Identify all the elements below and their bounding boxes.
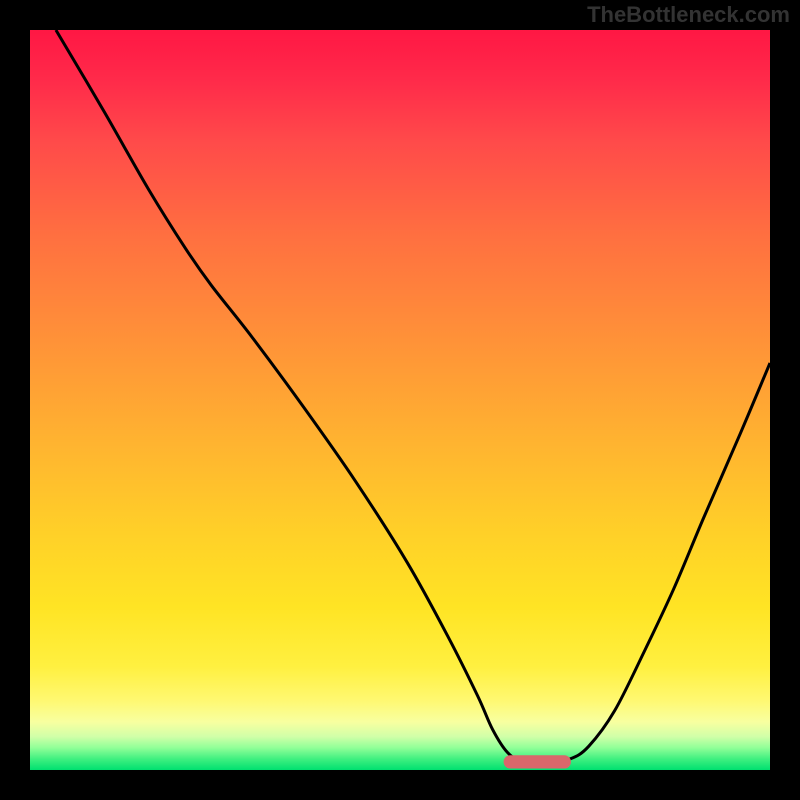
bottleneck-chart bbox=[0, 0, 800, 800]
watermark-text: TheBottleneck.com bbox=[587, 2, 790, 28]
chart-container: TheBottleneck.com bbox=[0, 0, 800, 800]
optimal-marker bbox=[504, 755, 571, 768]
plot-area bbox=[30, 30, 770, 770]
